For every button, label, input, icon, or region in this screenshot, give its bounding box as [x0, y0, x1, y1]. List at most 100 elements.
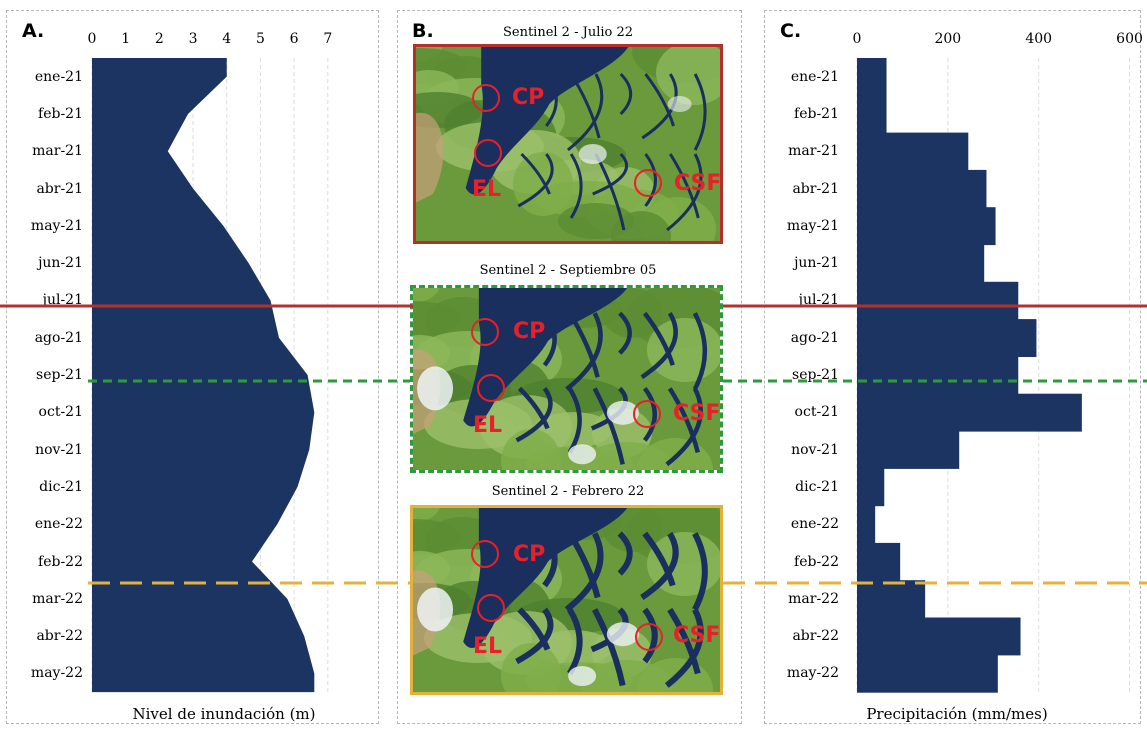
panel-a-month-label: jul-21	[42, 292, 83, 309]
panel-c-month-label: oct-21	[794, 404, 839, 421]
panel-c-month-label: jun-21	[794, 255, 839, 272]
panel-a-x-tick-label: 5	[255, 31, 265, 47]
panel-b-label: B.	[412, 20, 434, 42]
map-water-channel	[667, 607, 701, 675]
map-2-site-label: EL	[473, 413, 503, 438]
map-water-channel	[592, 152, 628, 196]
map-1-site-ring	[472, 84, 500, 112]
panel-c-x-tick-label: 0	[852, 31, 862, 47]
map-vegetation-patch	[501, 643, 561, 692]
map-water-channel	[669, 153, 700, 219]
panel-a-x-tick-label: 7	[323, 31, 333, 47]
panel-a-month-label: feb-22	[38, 553, 83, 570]
map-3-site-label: CP	[513, 542, 546, 567]
map-water-channel	[517, 386, 550, 430]
map-water-channel	[644, 73, 675, 127]
map-3-site-label: CSF	[673, 623, 721, 648]
panel-c-bar	[857, 617, 1021, 656]
map-water-channel	[640, 531, 679, 600]
map-water-channel	[592, 608, 626, 687]
map-water-channel	[569, 153, 583, 219]
map-2-title: Sentinel 2 - Septiembre 05	[479, 263, 657, 278]
panel-c-bar	[857, 207, 996, 246]
panel-a-month-label: jun-21	[38, 255, 83, 272]
map-3-scene	[413, 508, 720, 692]
map-vegetation-patch	[413, 288, 440, 303]
panel-c-month-label: nov-21	[791, 441, 839, 458]
panel-c-month-label: feb-22	[794, 553, 839, 570]
map-water-channel	[566, 73, 604, 152]
map-vegetation-patch	[656, 47, 720, 105]
map-water-channel	[542, 531, 558, 588]
map-water-channel	[567, 531, 601, 599]
map-water-channel	[692, 312, 708, 391]
map-water-channel	[567, 387, 582, 454]
map-water-channel	[567, 312, 600, 378]
map-water-channel	[515, 607, 554, 665]
panel-c-bar	[857, 244, 985, 283]
panel-c-bar	[857, 505, 876, 544]
panel-a-label: A.	[22, 20, 45, 42]
map-water-channel	[666, 153, 703, 232]
panel-c-bar	[857, 95, 887, 134]
map-water-channel	[564, 532, 604, 612]
panel-a-x-tick-label: 0	[87, 31, 97, 47]
map-1-site-label: EL	[472, 177, 502, 202]
panel-a-month-label: mar-21	[32, 143, 83, 160]
map-water-channel	[520, 152, 551, 195]
map-cloud	[417, 366, 454, 411]
map-water-channel	[545, 73, 558, 127]
map-2-site-ring	[477, 374, 505, 402]
map-2-site-label: CSF	[673, 401, 721, 426]
map-vegetation-patch	[413, 301, 461, 337]
panel-c-month-label: may-21	[786, 217, 839, 234]
map-cloud	[568, 444, 597, 465]
map-1-site-ring	[634, 169, 662, 197]
map-water-channel	[642, 531, 676, 587]
map-cloud	[606, 400, 639, 425]
map-1-site-label: CSF	[674, 171, 722, 196]
map-cloud	[578, 144, 607, 164]
panel-a-month-label: may-22	[30, 665, 83, 682]
panel-a-x-tick-label: 6	[289, 31, 299, 47]
panel-c-month-label: ago-21	[790, 329, 839, 346]
map-vegetation-patch	[647, 318, 720, 382]
panel-c-bar	[857, 468, 885, 507]
map-water-channel	[569, 73, 601, 139]
map-main-water-body	[465, 47, 628, 195]
map-water-channel	[642, 311, 675, 366]
panel-c-bar	[857, 132, 969, 171]
map-water-channel	[517, 607, 551, 651]
panel-c-precipitation	[764, 10, 1141, 724]
panel-c-x-tick-label: 400	[1025, 31, 1053, 47]
panel-c-bar	[857, 169, 987, 208]
panel-a-x-tick-label: 4	[222, 31, 232, 47]
map-vegetation-patch	[413, 519, 461, 555]
map-2-site-ring	[471, 318, 499, 346]
map-2-scene	[413, 288, 720, 470]
map-water-channel	[693, 73, 707, 151]
panel-c-month-label: mar-22	[788, 590, 839, 607]
map-3-image: CP EL CSF	[410, 505, 723, 695]
panel-c-bar	[857, 356, 1019, 395]
panel-a-month-label: dic-21	[39, 478, 83, 495]
map-vegetation-patch	[558, 203, 634, 239]
panel-c-month-label: abr-21	[792, 180, 839, 197]
panel-c-x-tick-label: 200	[934, 31, 962, 47]
map-water-channel	[517, 153, 554, 208]
panel-c-month-label: ene-21	[790, 68, 839, 85]
map-water-channel	[665, 387, 703, 467]
panel-a-month-label: sep-21	[36, 367, 83, 384]
panel-a-x-tick-label: 1	[121, 31, 131, 47]
panel-c-month-label: ene-22	[790, 516, 839, 533]
panel-a-x-tick-label: 3	[188, 31, 198, 47]
map-water-channel	[490, 311, 528, 356]
map-water-channel	[619, 72, 633, 116]
panel-a-month-label: oct-21	[38, 404, 83, 421]
map-main-water-body	[463, 288, 627, 427]
panel-c-bar	[857, 431, 960, 469]
panel-c-bar	[857, 319, 1037, 357]
map-vegetation-patch	[602, 288, 662, 338]
panel-a-x-tick-label: 2	[154, 31, 164, 47]
panel-c-x-axis-title: Precipitación (mm/mes)	[866, 705, 1048, 723]
